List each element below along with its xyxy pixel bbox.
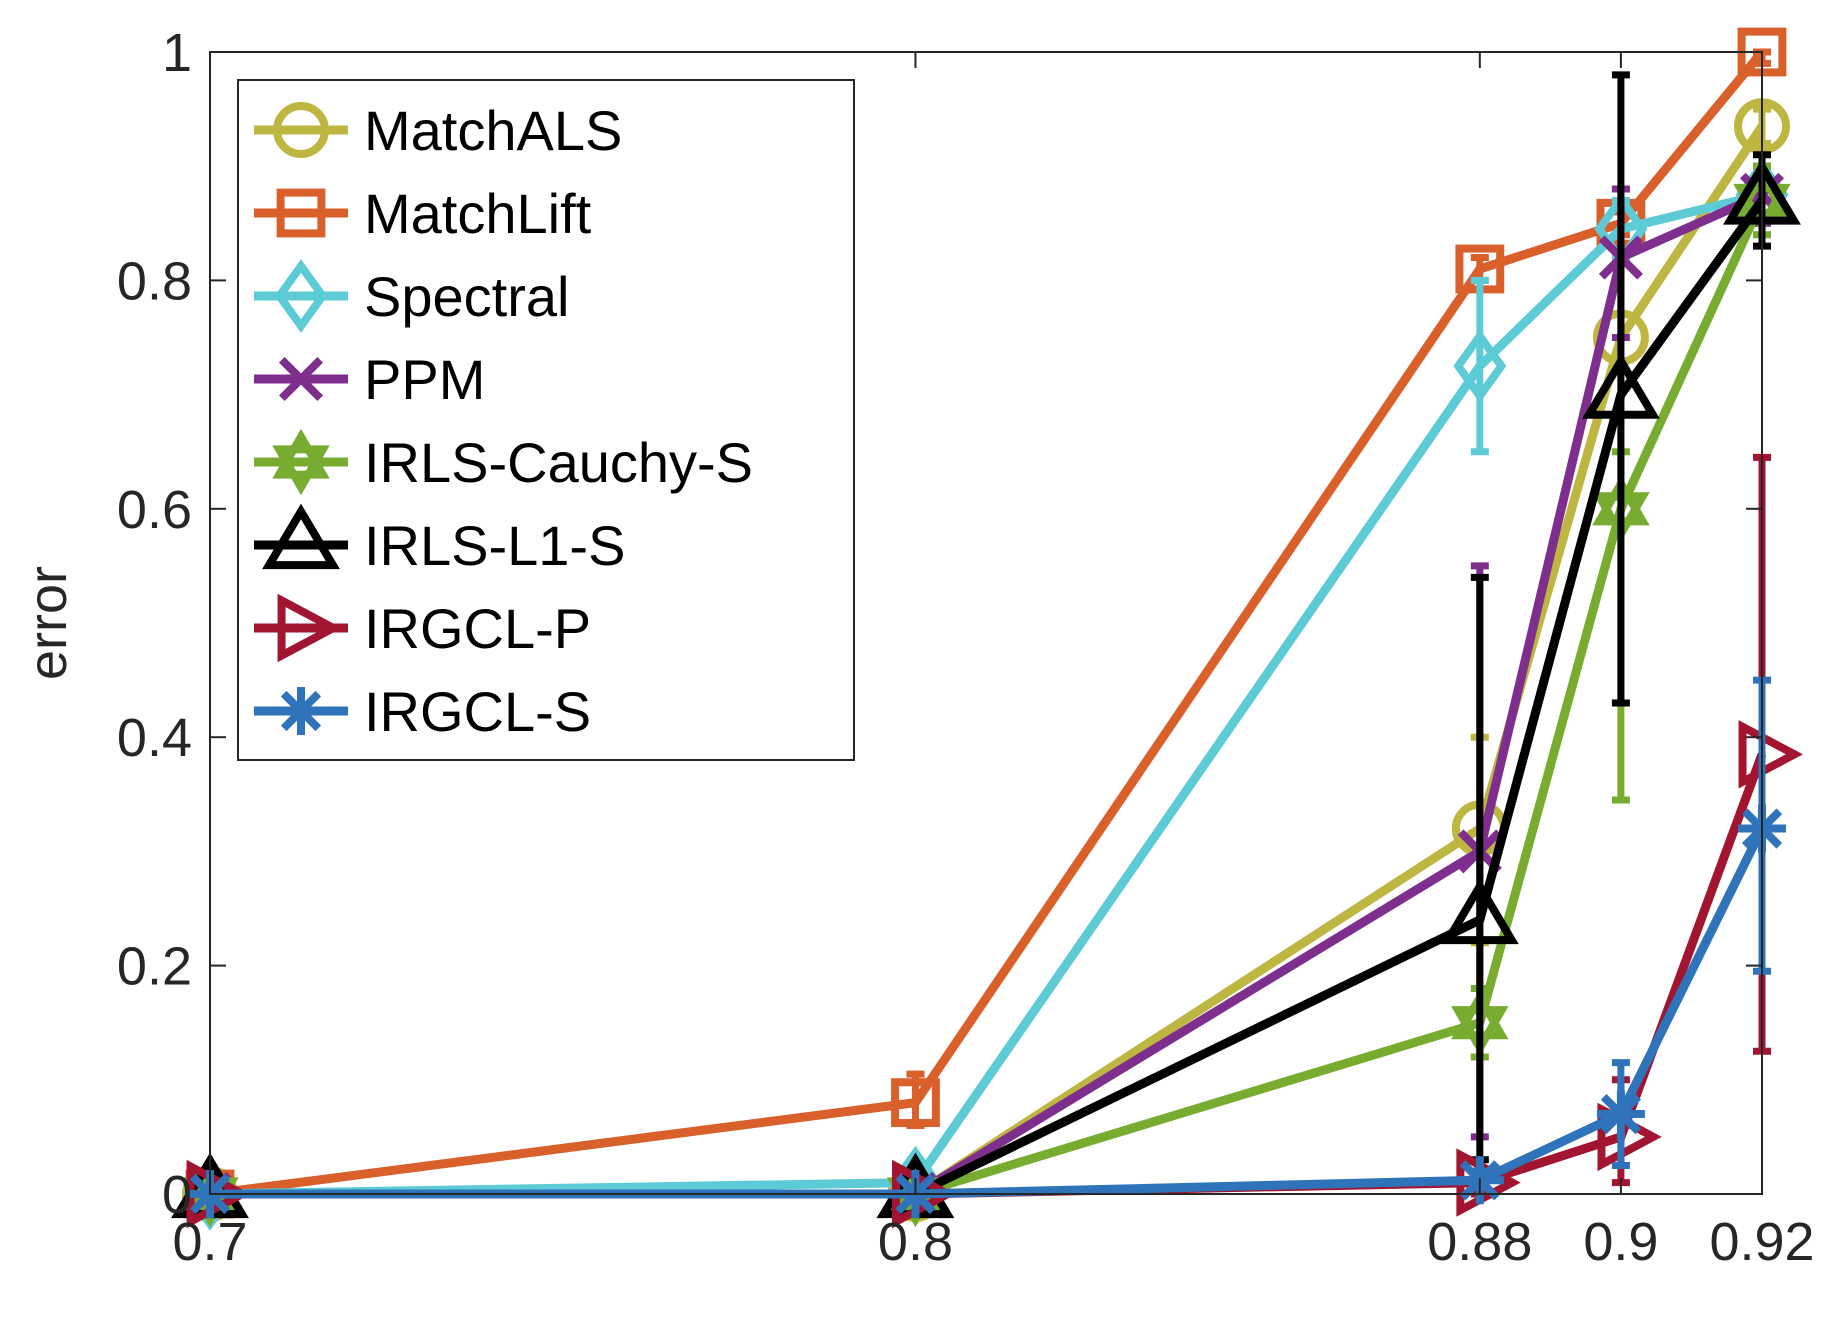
data-point	[1440, 878, 1519, 945]
legend-label: Spectral	[364, 265, 569, 328]
axes: 0 0.2 0.4 0.6 0.8 1 0.7 0.8 0.88 0.9 0.92	[117, 23, 1815, 1272]
legend: MatchALS MatchLift Spectral PPM IRLS-Cauchy-…	[237, 79, 855, 761]
y-tick-label: 0	[162, 1165, 192, 1225]
legend-label: PPM	[364, 348, 485, 411]
legend-marker	[277, 687, 325, 735]
legend-item: MatchALS	[254, 99, 622, 162]
legend-item: IRLS-L1-S	[254, 503, 625, 577]
legend-label: IRLS-Cauchy-S	[364, 431, 753, 494]
y-tick-label: 0.6	[117, 480, 192, 540]
legend-item: PPM	[254, 348, 485, 411]
legend-marker	[262, 503, 340, 570]
legend-item: IRLS-Cauchy-S	[254, 428, 753, 496]
legend-item: Spectral	[254, 259, 569, 333]
legend-marker	[277, 593, 342, 663]
y-axis-label: error	[18, 566, 78, 680]
legend-item: IRGCL-S	[254, 680, 591, 743]
legend-marker	[273, 102, 329, 158]
x-tick-label: 0.8	[878, 1212, 953, 1272]
y-tick-label: 0.4	[117, 708, 192, 768]
legend-marker	[274, 259, 328, 333]
data-point	[1453, 329, 1507, 403]
data-point	[1738, 720, 1803, 789]
legend-item: MatchLift	[254, 182, 592, 245]
series-line	[210, 826, 1767, 1199]
legend-box	[237, 79, 855, 761]
x-tick-label: 0.92	[1709, 1212, 1814, 1272]
legend-marker	[278, 356, 324, 402]
y-tick-label: 1	[162, 23, 192, 83]
error-bar	[1611, 71, 1630, 707]
plot-frame	[209, 51, 1763, 1195]
legend-label: MatchALS	[364, 99, 622, 162]
x-tick-label: 0.88	[1427, 1212, 1532, 1272]
y-tick-label: 0.8	[117, 251, 192, 311]
legend-label: IRGCL-S	[364, 680, 591, 743]
legend-marker	[272, 428, 330, 496]
legend-label: MatchLift	[364, 182, 592, 245]
error-bar	[1470, 276, 1489, 456]
legend-marker	[276, 188, 326, 238]
legend-label: IRGCL-P	[364, 597, 591, 660]
x-tick-label: 0.9	[1583, 1212, 1658, 1272]
series-line	[210, 752, 1767, 1199]
y-tick-label: 0.2	[117, 937, 192, 997]
data-point	[1581, 353, 1660, 419]
legend-label: IRLS-L1-S	[364, 514, 625, 577]
x-tick-label: 0.7	[172, 1212, 247, 1272]
error-bar	[1470, 573, 1489, 1164]
legend-item: IRGCL-P	[254, 593, 591, 663]
data-point	[891, 1078, 940, 1128]
data-point	[1596, 1090, 1645, 1139]
